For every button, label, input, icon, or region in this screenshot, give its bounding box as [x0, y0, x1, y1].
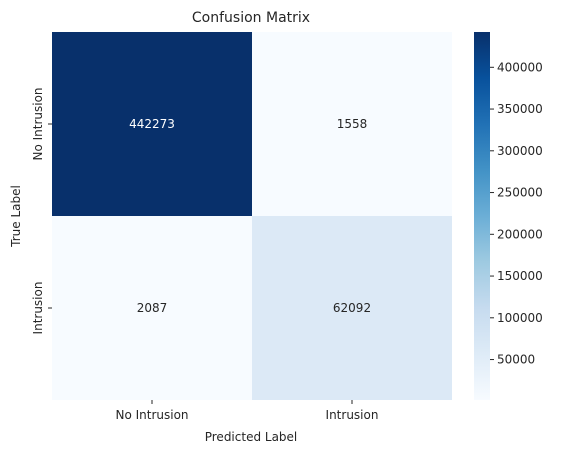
- x-axis-label: Predicted Label: [205, 430, 298, 444]
- y-tick-label: Intrusion: [31, 282, 45, 335]
- cell-value-label: 2087: [137, 301, 168, 315]
- colorbar-tick-label: 400000: [497, 60, 543, 74]
- heatmap-cell: [252, 216, 452, 400]
- colorbar-tick-label: 100000: [497, 311, 543, 325]
- colorbar-tick-label: 150000: [497, 269, 543, 283]
- heatmap-cell: [52, 216, 252, 400]
- heatmap-cell: [252, 32, 452, 216]
- heatmap-cell-labels: 442273 1558 2087 62092: [129, 117, 371, 315]
- y-axis-ticks: No Intrusion Intrusion: [31, 87, 52, 334]
- heatmap-cell: [52, 32, 252, 216]
- cell-value-label: 62092: [333, 301, 371, 315]
- colorbar-tick-label: 300000: [497, 144, 543, 158]
- colorbar-tick-label: 350000: [497, 102, 543, 116]
- y-axis-label: True Label: [9, 185, 23, 248]
- x-tick-label: No Intrusion: [115, 408, 188, 422]
- colorbar-tick-label: 250000: [497, 186, 543, 200]
- colorbar: [474, 32, 490, 400]
- y-tick-label: No Intrusion: [31, 87, 45, 160]
- colorbar-tick-label: 200000: [497, 227, 543, 241]
- cell-value-label: 1558: [337, 117, 368, 131]
- colorbar-tick-label: 50000: [497, 353, 535, 367]
- chart-title: Confusion Matrix: [192, 10, 310, 26]
- x-tick-label: Intrusion: [326, 408, 379, 422]
- colorbar-ticks: 50000 100000 150000 200000 250000 300000 35000…: [490, 60, 543, 367]
- heatmap-cells: [52, 32, 452, 400]
- cell-value-label: 442273: [129, 117, 175, 131]
- x-axis-ticks: No Intrusion Intrusion: [115, 400, 378, 422]
